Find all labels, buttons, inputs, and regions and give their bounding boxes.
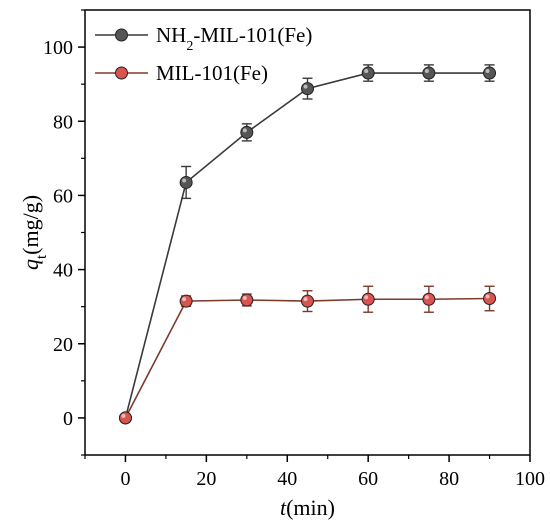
x-tick-label: 40 bbox=[277, 468, 297, 490]
series-0 bbox=[118, 64, 497, 425]
data-point-highlight bbox=[364, 69, 369, 74]
data-point-highlight bbox=[182, 297, 187, 302]
data-point-highlight bbox=[424, 69, 429, 74]
x-tick-label: 60 bbox=[358, 468, 378, 490]
plot-frame bbox=[84, 9, 531, 456]
y-axis-variable: q bbox=[18, 259, 43, 270]
y-tick-label: 40 bbox=[53, 260, 73, 282]
legend-marker bbox=[115, 28, 128, 42]
series-line bbox=[124, 297, 490, 419]
x-axis-unit: (min) bbox=[286, 495, 335, 520]
y-axis-unit: (mg/g) bbox=[18, 195, 43, 255]
y-axis-title: qt(mg/g) bbox=[18, 195, 50, 270]
series-line bbox=[124, 72, 490, 419]
x-tick-label: 80 bbox=[439, 468, 459, 490]
legend: NH2-MIL-101(Fe) MIL-101(Fe) bbox=[95, 23, 312, 85]
data-point-highlight bbox=[303, 297, 308, 302]
data-point-highlight bbox=[182, 178, 187, 183]
legend-label: MIL-101(Fe) bbox=[156, 61, 268, 85]
y-tick-label: 60 bbox=[53, 185, 73, 207]
data-point-highlight bbox=[364, 295, 369, 300]
data-point-highlight bbox=[242, 295, 247, 300]
legend-label-main: NH bbox=[156, 23, 186, 47]
data-point bbox=[179, 294, 193, 308]
data-point bbox=[240, 293, 254, 307]
data-point bbox=[301, 82, 314, 96]
data-point-highlight bbox=[424, 295, 429, 300]
y-tick-label: 100 bbox=[43, 37, 73, 59]
legend-label: NH2-MIL-101(Fe) bbox=[156, 23, 312, 54]
data-point bbox=[422, 292, 436, 306]
legend-label-rest: -MIL-101(Fe) bbox=[193, 23, 312, 47]
x-tick-label: 20 bbox=[196, 468, 216, 490]
data-point bbox=[361, 66, 375, 80]
data-point bbox=[483, 66, 497, 80]
data-point bbox=[422, 66, 436, 80]
y-tick-label: 80 bbox=[53, 111, 73, 133]
data-point bbox=[483, 292, 497, 306]
x-tick-label: 0 bbox=[120, 468, 130, 490]
data-point bbox=[301, 294, 314, 308]
legend-label-subscript: 2 bbox=[186, 39, 193, 54]
y-axis-title-group: qt(mg/g) bbox=[18, 195, 50, 270]
data-point bbox=[179, 175, 193, 189]
y-tick-label: 20 bbox=[53, 334, 73, 356]
data-point-highlight bbox=[485, 294, 490, 299]
x-axis-variable: t bbox=[280, 495, 287, 520]
data-point bbox=[118, 411, 132, 425]
data-point bbox=[240, 125, 254, 139]
data-point-highlight bbox=[121, 413, 126, 418]
y-axis-subscript: t bbox=[34, 254, 50, 259]
x-axis-title: t(min) bbox=[280, 495, 335, 520]
y-tick-label: 0 bbox=[63, 408, 73, 430]
data-point-highlight bbox=[485, 69, 490, 74]
data-point bbox=[361, 292, 375, 306]
data-point-highlight bbox=[303, 84, 308, 89]
x-tick-label: 100 bbox=[515, 468, 545, 490]
series-1 bbox=[118, 285, 497, 425]
legend-label-main: MIL-101(Fe) bbox=[156, 61, 268, 85]
plot-area bbox=[118, 64, 497, 425]
data-point-highlight bbox=[242, 128, 247, 133]
legend-marker bbox=[115, 66, 128, 80]
